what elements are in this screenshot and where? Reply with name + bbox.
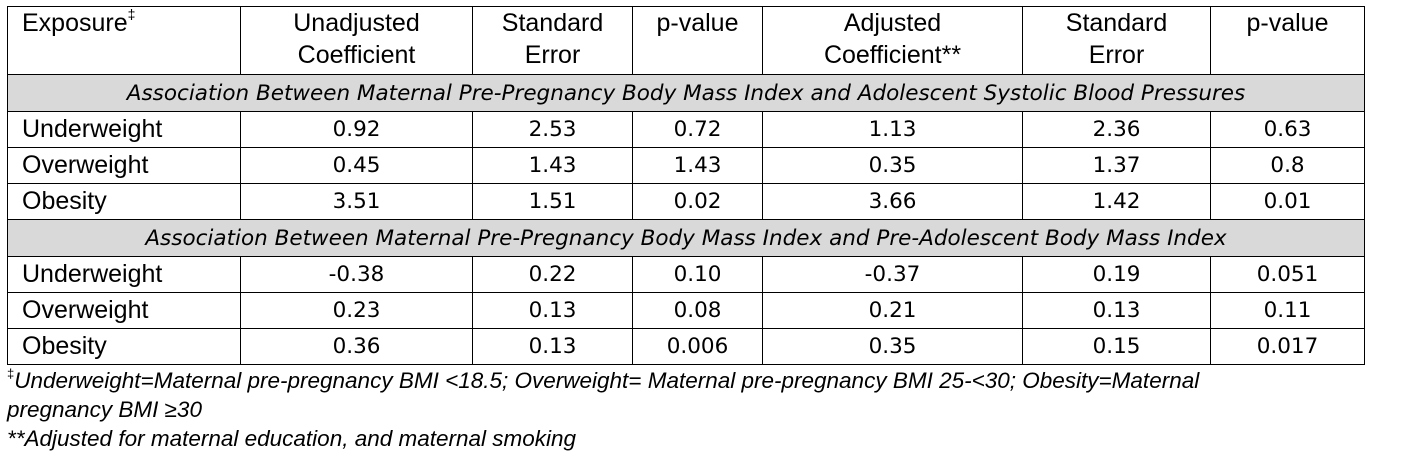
table-row: Overweight 0.23 0.13 0.08 0.21 0.13 0.11: [7, 292, 1365, 329]
table-cell: 1.43: [632, 147, 763, 184]
table-row: Overweight 0.45 1.43 1.43 0.35 1.37 0.8: [7, 147, 1365, 184]
header-line: Adjusted: [843, 9, 942, 37]
footnote-definitions: ‡Underweight=Maternal pre-pregnancy BMI …: [7, 366, 1407, 395]
table-cell: 0.23: [240, 292, 473, 329]
table-cell: -0.38: [240, 256, 473, 293]
table-cell: 0.13: [472, 328, 633, 365]
table-cell: 0.017: [1210, 328, 1365, 365]
table-cell: 1.42: [1022, 183, 1211, 220]
table-row: Underweight -0.38 0.22 0.10 -0.37 0.19 0…: [7, 256, 1365, 293]
header-line: Standard: [501, 9, 604, 37]
table-cell: 0.21: [762, 292, 1023, 329]
table-cell: 0.01: [1210, 183, 1365, 220]
header-exposure-text: Exposure: [22, 9, 128, 37]
table-cell: 0.36: [240, 328, 473, 365]
row-label: Overweight: [7, 292, 241, 329]
header-line: p-value: [1246, 9, 1329, 37]
section-header-row: Association Between Maternal Pre-Pregnan…: [7, 219, 1365, 257]
header-exposure-mark: ‡: [127, 6, 136, 22]
table-cell: 0.11: [1210, 292, 1365, 329]
table-row: Obesity 0.36 0.13 0.006 0.35 0.15 0.017: [7, 328, 1365, 365]
table-cell: 0.08: [632, 292, 763, 329]
table-row: Underweight 0.92 2.53 0.72 1.13 2.36 0.6…: [7, 111, 1365, 148]
section-header-row: Association Between Maternal Pre-Pregnan…: [7, 74, 1365, 112]
header-line: Error: [1088, 41, 1145, 69]
row-label: Obesity: [7, 328, 241, 365]
table-cell: 0.92: [240, 111, 473, 148]
table-cell: 1.37: [1022, 147, 1211, 184]
table-cell: 0.35: [762, 328, 1023, 365]
header-line: Coefficient: [297, 41, 416, 69]
row-label: Underweight: [7, 111, 241, 148]
header-unadjusted-coefficient: Unadjusted Coefficient: [240, 6, 473, 75]
row-label: Underweight: [7, 256, 241, 293]
table-cell: 0.63: [1210, 111, 1365, 148]
header-exposure: Exposure‡: [7, 6, 241, 75]
section-title: Association Between Maternal Pre-Pregnan…: [7, 74, 1365, 112]
footnote-adjustment: **Adjusted for maternal education, and m…: [7, 426, 577, 451]
table-cell: 0.10: [632, 256, 763, 293]
header-p-value-unadjusted: p-value: [632, 6, 763, 75]
table-cell: 0.8: [1210, 147, 1365, 184]
header-line: Unadjusted: [293, 9, 420, 37]
table-cell: 1.51: [472, 183, 633, 220]
table-cell: 0.35: [762, 147, 1023, 184]
header-line: Coefficient**: [823, 41, 962, 69]
footnotes: ‡Underweight=Maternal pre-pregnancy BMI …: [7, 366, 1407, 453]
header-standard-error-adjusted: Standard Error: [1022, 6, 1211, 75]
header-p-value-adjusted: p-value: [1210, 6, 1365, 75]
table-cell: 3.66: [762, 183, 1023, 220]
row-label: Obesity: [7, 183, 241, 220]
table-cell: -0.37: [762, 256, 1023, 293]
footnote-definitions-line2: pregnancy BMI ≥30: [7, 397, 202, 422]
section-title: Association Between Maternal Pre-Pregnan…: [7, 219, 1365, 257]
footnote-definitions-line1: Underweight=Maternal pre-pregnancy BMI <…: [14, 368, 1200, 393]
header-adjusted-coefficient: Adjusted Coefficient**: [762, 6, 1023, 75]
header-standard-error-unadjusted: Standard Error: [472, 6, 633, 75]
footnote-mark: ‡: [7, 366, 15, 381]
table-cell: 0.19: [1022, 256, 1211, 293]
results-table-container: Exposure‡ Unadjusted Coefficient Standard…: [7, 6, 1365, 365]
table-cell: 0.22: [472, 256, 633, 293]
table-cell: 0.006: [632, 328, 763, 365]
table-cell: 2.53: [472, 111, 633, 148]
table-cell: 0.45: [240, 147, 473, 184]
table-cell: 0.72: [632, 111, 763, 148]
table-cell: 3.51: [240, 183, 473, 220]
table-cell: 1.43: [472, 147, 633, 184]
table-cell: 0.15: [1022, 328, 1211, 365]
table-cell: 0.13: [1022, 292, 1211, 329]
header-line: Error: [524, 41, 581, 69]
table-cell: 0.051: [1210, 256, 1365, 293]
header-row: Exposure‡ Unadjusted Coefficient Standard…: [7, 6, 1365, 75]
row-label: Overweight: [7, 147, 241, 184]
table-cell: 2.36: [1022, 111, 1211, 148]
header-line: Standard: [1065, 9, 1168, 37]
table-cell: 0.02: [632, 183, 763, 220]
table-cell: 0.13: [472, 292, 633, 329]
results-table: Exposure‡ Unadjusted Coefficient Standard…: [7, 6, 1365, 365]
table-row: Obesity 3.51 1.51 0.02 3.66 1.42 0.01: [7, 183, 1365, 220]
table-cell: 1.13: [762, 111, 1023, 148]
header-line: p-value: [656, 9, 739, 37]
